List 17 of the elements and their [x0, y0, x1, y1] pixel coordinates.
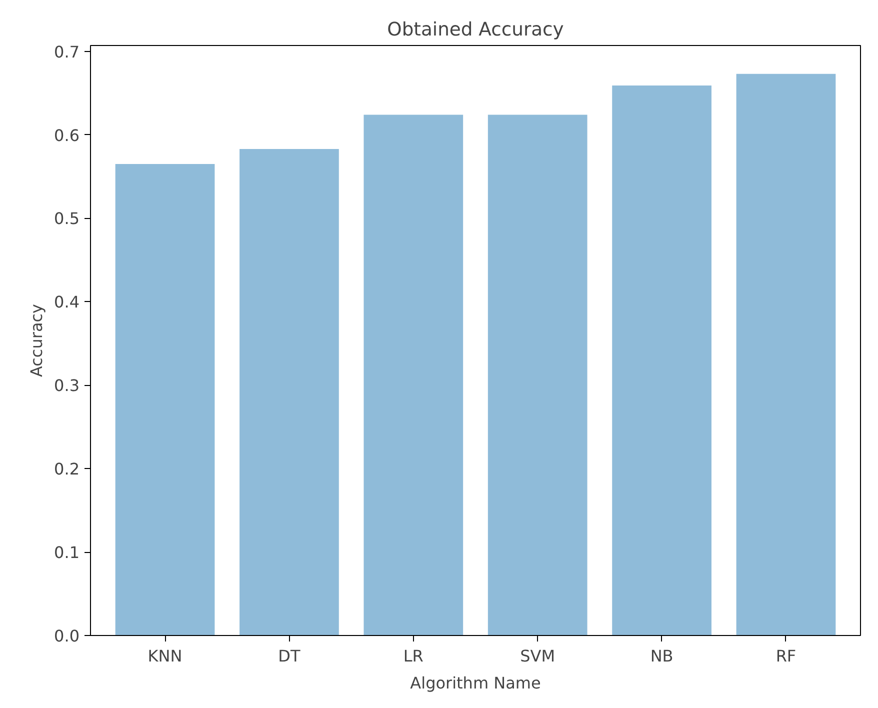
x-tick-label: NB	[650, 646, 674, 666]
x-tick-label: KNN	[148, 646, 182, 666]
y-tick-label: 0.4	[54, 292, 80, 312]
x-tick-label: SVM	[520, 646, 556, 666]
y-tick-label: 0.7	[54, 42, 80, 62]
chart-title: Obtained Accuracy	[387, 20, 564, 40]
y-tick-label: 0.2	[54, 460, 80, 479]
y-tick-label: 0.1	[54, 543, 80, 562]
x-tick-label: DT	[278, 646, 300, 666]
y-tick-label: 0.5	[54, 209, 80, 228]
y-axis-title: Accuracy	[27, 304, 46, 378]
y-tick-label: 0.0	[54, 626, 80, 646]
y-tick-label: 0.3	[54, 376, 80, 396]
x-tick-label: RF	[776, 646, 796, 666]
y-tick-label: 0.6	[54, 126, 80, 145]
x-tick-label: LR	[403, 646, 424, 666]
x-axis-title: Algorithm Name	[410, 674, 541, 692]
